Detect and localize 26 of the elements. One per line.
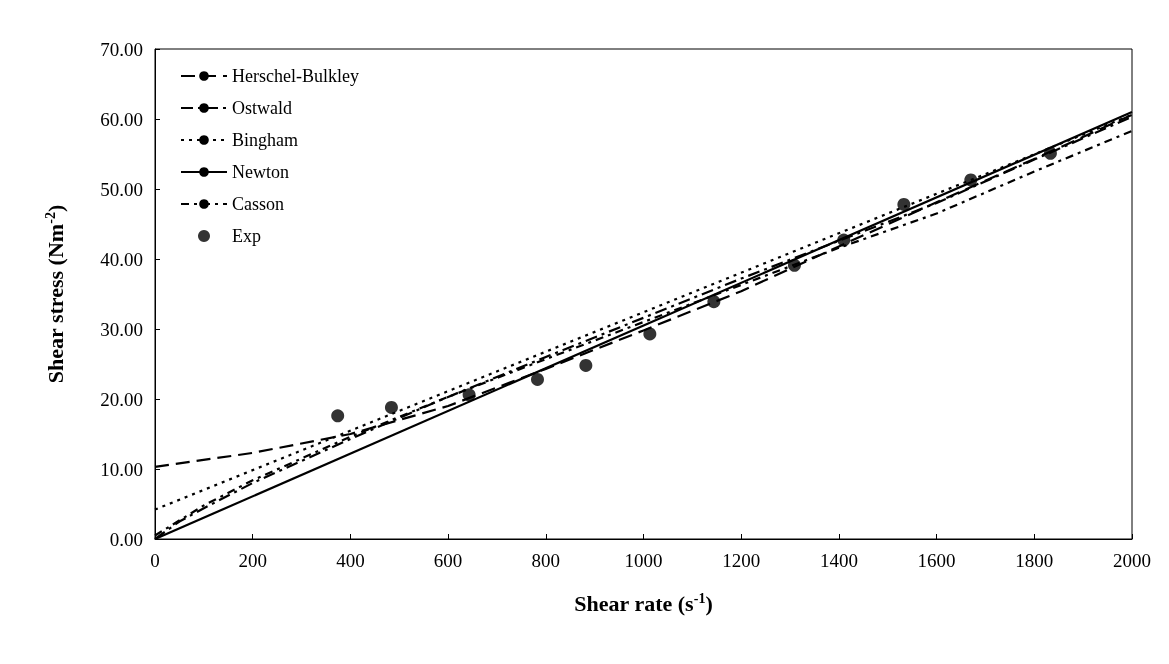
y-tick-label: 20.00 xyxy=(100,388,143,410)
legend-label: Bingham xyxy=(232,130,298,150)
x-tick-label: 1400 xyxy=(819,550,858,571)
legend-label: Newton xyxy=(232,162,289,182)
y-tick-label: 10.00 xyxy=(100,458,143,480)
y-axis-title: Shear stress (Nm-2) xyxy=(42,204,68,384)
legend-label: Casson xyxy=(232,194,285,214)
legend-label: Ostwald xyxy=(232,98,292,118)
x-tick-label: 1800 xyxy=(1015,550,1054,571)
x-tick-label: 1000 xyxy=(624,550,663,571)
y-tick-label: 50.00 xyxy=(100,178,143,200)
x-tick-label: 400 xyxy=(336,550,365,571)
y-tick-label: 0.00 xyxy=(109,528,143,550)
x-tick-label: 200 xyxy=(238,550,267,571)
y-tick-label: 60.00 xyxy=(100,108,143,130)
x-tick-label: 600 xyxy=(433,550,463,571)
y-tick-label: 70.00 xyxy=(100,38,143,60)
x-tick-label: 800 xyxy=(531,550,561,571)
y-tick-label: 30.00 xyxy=(100,318,143,340)
y-tick-label: 40.00 xyxy=(100,248,143,270)
x-tick-label: 1600 xyxy=(917,550,956,571)
legend-label: Herschel-Bulkley xyxy=(232,66,359,86)
x-tick-label: 1200 xyxy=(722,550,761,571)
x-tick-label: 2000 xyxy=(1113,550,1151,571)
legend-label: Exp xyxy=(232,226,261,246)
x-tick-label: 0 xyxy=(150,550,160,571)
